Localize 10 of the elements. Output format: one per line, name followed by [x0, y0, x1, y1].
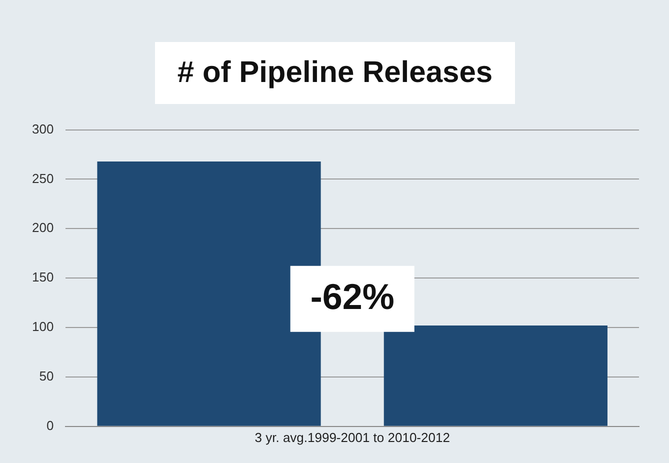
- y-tick-label: 200: [32, 220, 54, 236]
- y-tick-label: 300: [32, 121, 54, 136]
- annotation: -62%: [310, 276, 394, 317]
- y-tick-label: 250: [32, 170, 54, 186]
- y-tick-label: 50: [39, 368, 54, 384]
- chart-title: # of Pipeline Releases: [155, 42, 515, 104]
- y-tick-label: 150: [32, 270, 54, 285]
- y-tick-label: 100: [32, 319, 54, 334]
- x-axis-title: 3 yr. avg.1999-2001 to 2010-2012: [254, 430, 450, 445]
- y-tick-label: 0: [46, 418, 54, 433]
